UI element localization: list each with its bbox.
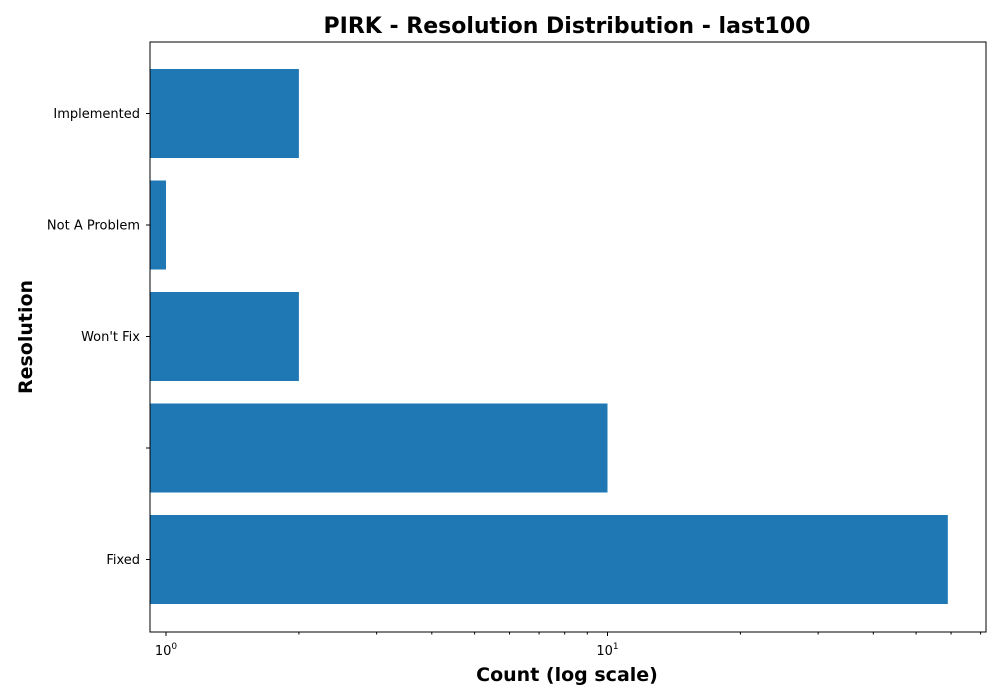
bars-layer (150, 69, 948, 604)
x-axis: 100 101 (155, 632, 982, 659)
y-tick-label: Not A Problem (47, 219, 140, 234)
bar-fixed (150, 515, 948, 604)
y-axis-label: Resolution (15, 280, 37, 394)
bar-not-a-problem (150, 180, 166, 270)
x-tick-label: 101 (596, 642, 618, 659)
chart-title: PIRK - Resolution Distribution - last100 (324, 14, 811, 39)
x-axis-label: Count (log scale) (476, 664, 658, 686)
y-tick-label: Fixed (106, 553, 140, 568)
bar-unlabeled (150, 403, 608, 493)
y-axis: Fixed Won't Fix Not A Problem Implemented (47, 107, 150, 568)
y-tick-label: Implemented (53, 107, 140, 122)
plot-frame (149, 41, 987, 633)
x-tick-label: 100 (155, 642, 178, 659)
y-tick-label: Won't Fix (81, 330, 140, 345)
bar-won-t-fix (150, 292, 299, 381)
bar-implemented (150, 69, 299, 158)
